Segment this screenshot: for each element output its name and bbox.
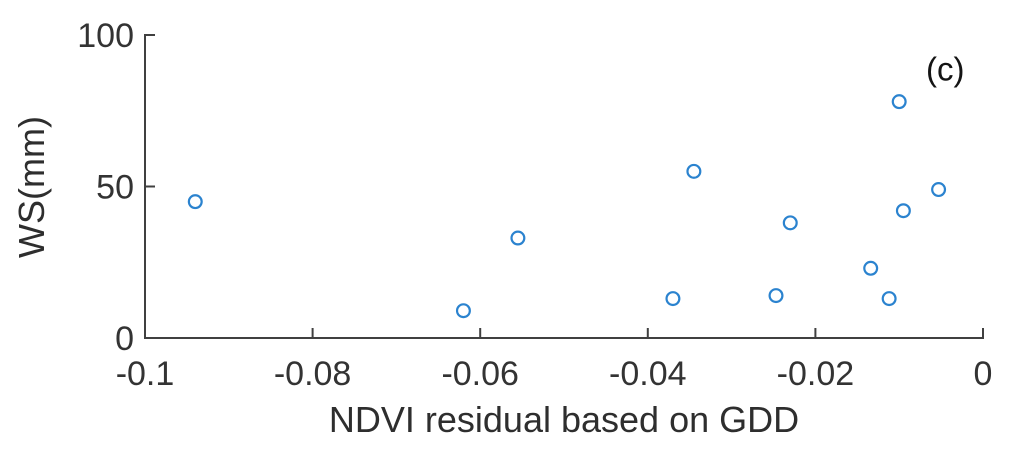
data-points: [187, 94, 947, 319]
data-point: [881, 291, 897, 307]
data-point: [863, 260, 879, 276]
data-point: [455, 303, 471, 319]
panel-label: (c): [926, 50, 964, 87]
x-tick-label: -0.1: [116, 355, 175, 393]
y-tick-label: 0: [115, 320, 134, 358]
x-tick-label: -0.04: [609, 355, 687, 393]
data-point: [931, 182, 947, 198]
text-labels: -0.1 -0.08 -0.06 -0.04 -0.02 0 0 50 100 NDVI resi…: [11, 17, 992, 440]
axis-lines: [144, 34, 984, 339]
data-point: [187, 194, 203, 210]
data-point: [686, 163, 702, 179]
tick-marks: [144, 34, 984, 339]
x-tick-label: -0.06: [441, 355, 519, 393]
y-tick-label: 100: [77, 17, 134, 55]
y-tick-label: 50: [96, 169, 134, 207]
data-point: [895, 203, 911, 219]
data-point: [510, 230, 526, 246]
data-point: [891, 94, 907, 110]
x-tick-label: -0.08: [274, 355, 352, 393]
x-tick-label: -0.02: [777, 355, 855, 393]
y-axis-title: WS(mm): [11, 116, 52, 258]
data-point: [665, 291, 681, 307]
x-tick-label: 0: [974, 355, 993, 393]
x-axis-title: NDVI residual based on GDD: [329, 399, 799, 440]
data-point: [782, 215, 798, 231]
data-point: [768, 288, 784, 304]
